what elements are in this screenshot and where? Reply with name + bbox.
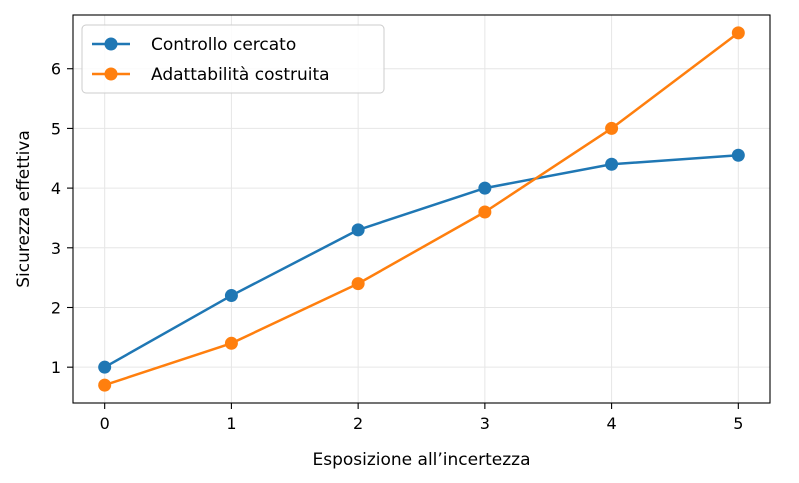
series-adattabilita-costruita [98, 26, 745, 392]
legend-label-adattabilita-costruita: Adattabilità costruita [151, 65, 330, 85]
legend-swatch-marker-adattabilita-costruita [104, 67, 118, 81]
data-point-adattabilita-costruita [478, 205, 492, 219]
x-axis-label: Esposizione all’incertezza [312, 450, 530, 470]
data-point-controllo-cercato [478, 181, 492, 195]
legend-swatch-marker-controllo-cercato [104, 37, 118, 51]
data-point-adattabilita-costruita [351, 277, 365, 291]
series-line-adattabilita-costruita [104, 31, 740, 387]
y-tick-label: 6 [51, 60, 61, 79]
data-point-controllo-cercato [351, 223, 365, 237]
y-tick-label: 4 [51, 179, 61, 198]
data-point-controllo-cercato [731, 148, 745, 162]
y-tick-label: 5 [51, 119, 61, 138]
x-tick-label: 0 [100, 414, 110, 433]
y-axis-ticks: 1 2 3 4 5 6 [51, 60, 73, 377]
data-point-adattabilita-costruita [224, 336, 238, 350]
x-tick-label: 4 [606, 414, 616, 433]
data-point-controllo-cercato [98, 360, 112, 374]
legend-box [81, 24, 385, 94]
x-axis-ticks: 0 1 2 3 4 5 [100, 403, 743, 433]
plot-frame [72, 14, 771, 404]
y-axis-label: Sicurezza effettiva [14, 130, 34, 288]
y-tick-label: 1 [51, 358, 61, 377]
y-tick-label: 3 [51, 239, 61, 258]
series-line-controllo-cercato [104, 154, 739, 369]
y-tick-label: 2 [51, 298, 61, 317]
legend-label-controllo-cercato: Controllo cercato [151, 35, 296, 55]
data-point-controllo-cercato [224, 289, 238, 303]
x-tick-label: 1 [226, 414, 236, 433]
data-point-adattabilita-costruita [605, 121, 619, 135]
series-controllo-cercato [98, 148, 745, 374]
data-point-adattabilita-costruita [98, 378, 112, 392]
x-tick-label: 2 [353, 414, 363, 433]
data-point-controllo-cercato [605, 157, 619, 171]
data-point-adattabilita-costruita [731, 26, 745, 40]
x-tick-label: 3 [480, 414, 490, 433]
legend: Controllo cercato Adattabilità costruita [81, 24, 385, 94]
x-tick-label: 5 [733, 414, 743, 433]
series-layer [98, 26, 745, 392]
